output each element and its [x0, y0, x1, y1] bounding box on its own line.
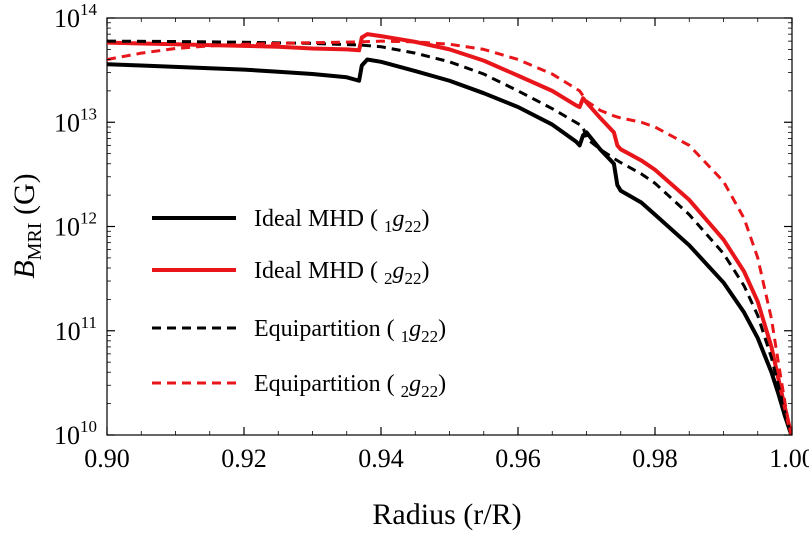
- series-layer: [107, 32, 792, 435]
- y-tick-label: 1014: [54, 0, 98, 33]
- series-line-3: [107, 39, 792, 435]
- y-tick-label: 1013: [54, 104, 97, 137]
- x-tick-label: 0.98: [632, 444, 678, 473]
- y-axis-title-sub: MRI: [24, 223, 46, 261]
- series-line-4: [107, 39, 792, 435]
- x-tick-label: 1.00: [769, 444, 809, 473]
- series-line-2: [107, 32, 792, 435]
- y-tick-label: 1012: [54, 209, 97, 242]
- x-axis-title: Radius (r/R): [372, 498, 521, 531]
- legend-label-4: Equipartition ( 2g22): [254, 371, 446, 401]
- series-line-1: [107, 57, 792, 435]
- y-tick-label: 1010: [54, 417, 97, 450]
- legend-label-2: Ideal MHD ( 2g22): [254, 258, 429, 288]
- x-tick-label: 0.90: [84, 444, 130, 473]
- legend-label-1: Ideal MHD ( 1g22): [254, 206, 429, 236]
- y-axis-title: BMRI (G): [8, 173, 46, 278]
- y-tick-label: 1011: [55, 313, 97, 346]
- x-tick-label: 0.96: [495, 444, 541, 473]
- y-axis-title-unit: (G): [8, 173, 41, 222]
- legend: Ideal MHD ( 1g22) Ideal MHD ( 2g22) Equipa…: [152, 206, 446, 401]
- legend-label-3: Equipartition ( 1g22): [254, 316, 446, 346]
- x-tick-label: 0.94: [358, 444, 404, 473]
- x-tick-label: 0.92: [221, 444, 267, 473]
- y-axis-title-main: B: [8, 260, 41, 278]
- axes-layer: 0.90 0.92 0.94 0.96 0.98 1.00 1010 1011 1012 1013…: [54, 0, 809, 473]
